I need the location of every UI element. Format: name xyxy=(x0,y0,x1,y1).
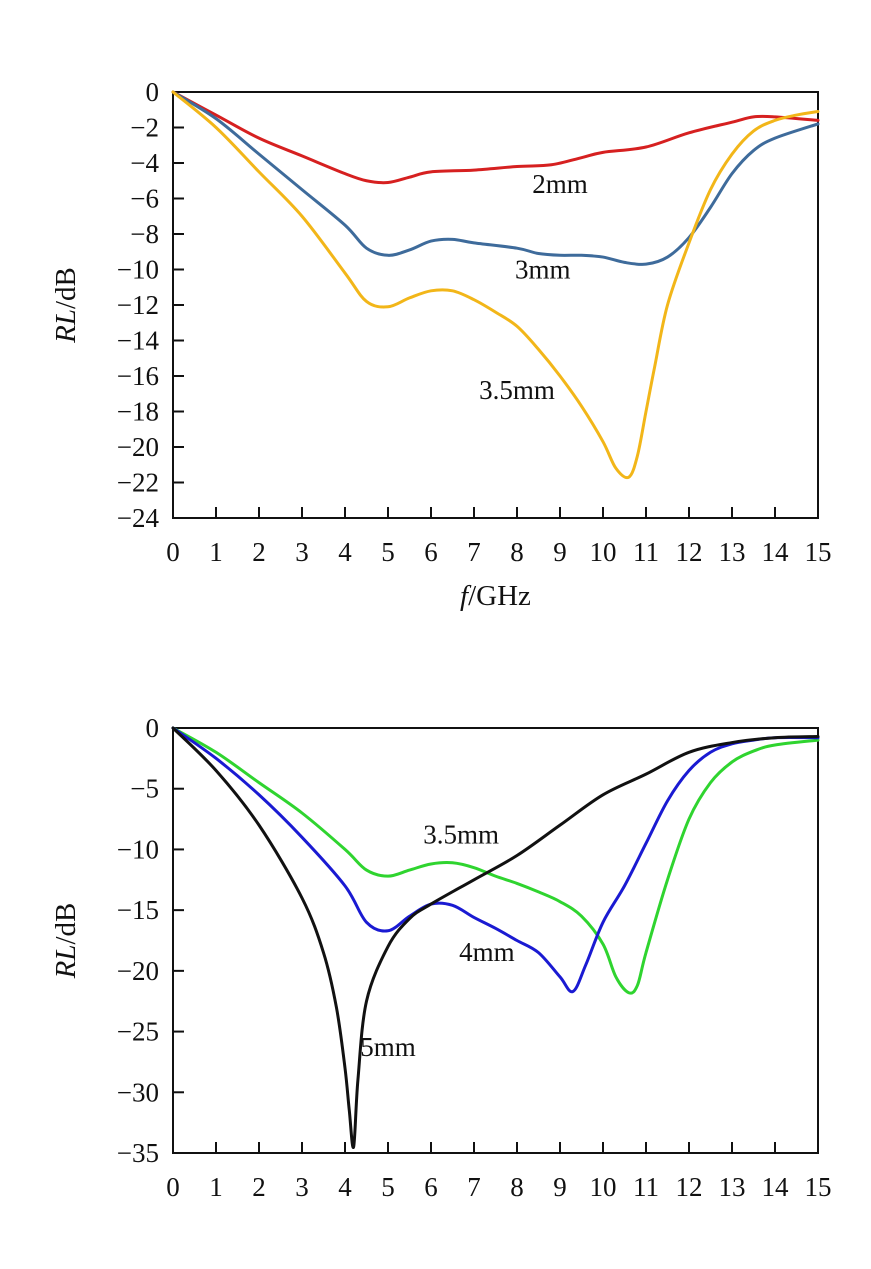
series-line-4mm xyxy=(171,726,820,994)
series-label: 3.5mm xyxy=(479,375,555,405)
series-line-3-5mm xyxy=(171,726,820,995)
series-line-3-5mm xyxy=(171,90,820,480)
y-tick-label: −20 xyxy=(117,956,159,986)
x-tick-label: 14 xyxy=(762,537,790,567)
y-tick-label: −10 xyxy=(117,834,159,864)
y-tick-label: −8 xyxy=(130,219,159,249)
series-label: 3.5mm xyxy=(423,819,499,849)
y-tick-label: −22 xyxy=(117,468,159,498)
y-tick-label: 0 xyxy=(146,713,160,743)
y-tick-label: −14 xyxy=(117,326,160,356)
series-line-2mm xyxy=(171,90,820,185)
x-tick-label: 3 xyxy=(295,1172,309,1202)
x-tick-label: 9 xyxy=(553,537,567,567)
x-tick-label: 4 xyxy=(338,537,352,567)
series-label: 4mm xyxy=(459,937,515,967)
series-line-5mm xyxy=(171,726,820,1149)
x-tick-label: 7 xyxy=(467,1172,481,1202)
x-axis-title: f/GHz xyxy=(460,580,531,612)
y-tick-label: −30 xyxy=(117,1077,159,1107)
x-tick-label: 0 xyxy=(166,537,180,567)
chart-top: 0 1 2 3 4 5 6 7 8 9 10 11 12 13 14 150−2−4−6−8−10−12−14… xyxy=(50,77,832,612)
x-tick-label: 5 xyxy=(381,1172,395,1202)
series-label: 5mm xyxy=(360,1032,416,1062)
x-tick-label: 1 xyxy=(209,537,223,567)
x-tick-label: 1 xyxy=(209,1172,223,1202)
y-tick-label: −12 xyxy=(117,290,159,320)
y-tick-label: −35 xyxy=(117,1138,159,1168)
x-tick-label: 15 xyxy=(805,1172,832,1202)
series-label: 2mm xyxy=(532,169,588,199)
y-tick-label: −4 xyxy=(130,148,159,178)
x-tick-label: 10 xyxy=(590,537,617,567)
plot-frame xyxy=(172,91,819,519)
y-tick-label: −10 xyxy=(117,255,159,285)
y-tick-label: −20 xyxy=(117,432,159,462)
x-tick-label: 6 xyxy=(424,537,438,567)
y-tick-label: −25 xyxy=(117,1017,159,1047)
y-tick-label: −24 xyxy=(117,503,160,533)
chart-bottom: 0 1 2 3 4 5 6 7 8 9 10 11 12 13 14 150−5−10−15−20−25−30… xyxy=(50,713,832,1202)
series-label: 3mm xyxy=(515,254,571,284)
y-tick-label: −18 xyxy=(117,397,159,427)
x-tick-label: 15 xyxy=(805,537,832,567)
x-tick-label: 6 xyxy=(424,1172,438,1202)
x-tick-label: 7 xyxy=(467,537,481,567)
x-tick-label: 11 xyxy=(633,537,659,567)
y-tick-label: −2 xyxy=(130,113,159,143)
x-tick-label: 2 xyxy=(252,537,266,567)
x-tick-label: 0 xyxy=(166,1172,180,1202)
x-tick-label: 13 xyxy=(719,1172,746,1202)
x-tick-label: 12 xyxy=(676,537,703,567)
x-tick-label: 9 xyxy=(553,1172,567,1202)
y-axis-title: RL/dB xyxy=(50,903,82,980)
plot-frame xyxy=(172,727,819,1154)
x-tick-label: 11 xyxy=(633,1172,659,1202)
series-line-3mm xyxy=(171,90,820,266)
x-tick-label: 14 xyxy=(762,1172,790,1202)
x-tick-label: 8 xyxy=(510,1172,524,1202)
x-tick-label: 12 xyxy=(676,1172,703,1202)
y-axis-title: RL/dB xyxy=(50,267,82,344)
x-tick-label: 8 xyxy=(510,537,524,567)
y-tick-label: −6 xyxy=(130,184,159,214)
y-tick-label: −16 xyxy=(117,361,159,391)
x-tick-label: 5 xyxy=(381,537,395,567)
y-tick-label: −5 xyxy=(130,774,159,804)
y-tick-label: 0 xyxy=(146,77,160,107)
x-tick-label: 3 xyxy=(295,537,309,567)
x-tick-label: 13 xyxy=(719,537,746,567)
x-tick-label: 10 xyxy=(590,1172,617,1202)
x-tick-label: 2 xyxy=(252,1172,266,1202)
x-tick-label: 4 xyxy=(338,1172,352,1202)
y-tick-label: −15 xyxy=(117,895,159,925)
